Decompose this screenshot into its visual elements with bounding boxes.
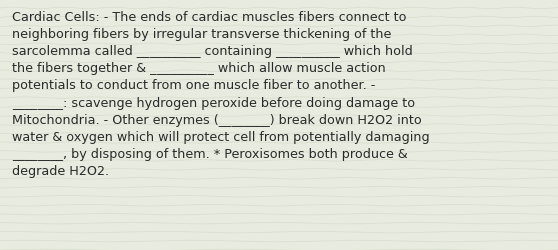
Text: Cardiac Cells: - The ends of cardiac muscles fibers connect to
neighboring fiber: Cardiac Cells: - The ends of cardiac mus… xyxy=(12,10,430,178)
